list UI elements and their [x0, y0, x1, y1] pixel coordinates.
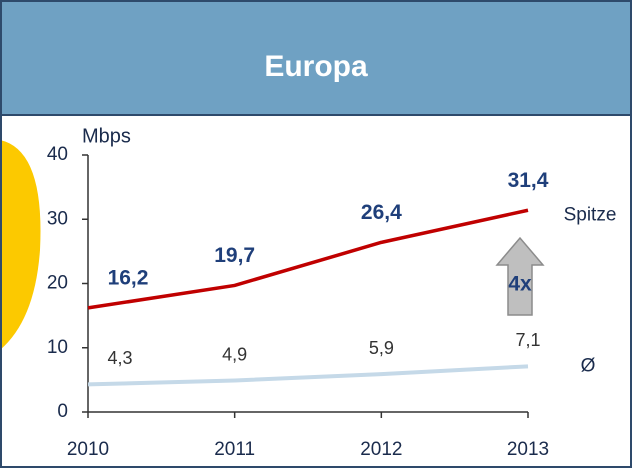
x-tick-label: 2012 [360, 439, 402, 460]
data-label: 5,9 [369, 338, 394, 358]
legend-label: Ø [581, 355, 596, 376]
data-label: 4,9 [222, 344, 247, 364]
data-label: 4,3 [107, 348, 132, 368]
data-label: 19,7 [214, 244, 255, 267]
arrow [495, 236, 545, 316]
x-tick-label: 2013 [507, 439, 549, 460]
decoration [0, 140, 41, 350]
header [0, 0, 632, 116]
chart-title: Europa [264, 50, 368, 83]
x-tick-label: 2010 [67, 439, 109, 460]
x-tick-label: 2011 [214, 439, 255, 460]
line [87, 364, 529, 387]
y-tick-label: 10 [47, 337, 68, 358]
line [87, 208, 529, 310]
frame [0, 114, 632, 468]
data-label: 16,2 [108, 266, 149, 289]
y-tick-label: 0 [57, 401, 68, 422]
data-label: 26,4 [361, 201, 402, 224]
annotation: 4x [508, 273, 532, 296]
y-tick-label: 20 [47, 273, 68, 294]
data-label: 31,4 [508, 169, 549, 192]
y-tick-label: 30 [47, 208, 68, 229]
legend-label: Spitze [564, 204, 617, 225]
y-axis-label: Mbps [82, 125, 131, 147]
y-tick-label: 40 [47, 144, 68, 165]
data-label: 7,1 [515, 330, 540, 350]
